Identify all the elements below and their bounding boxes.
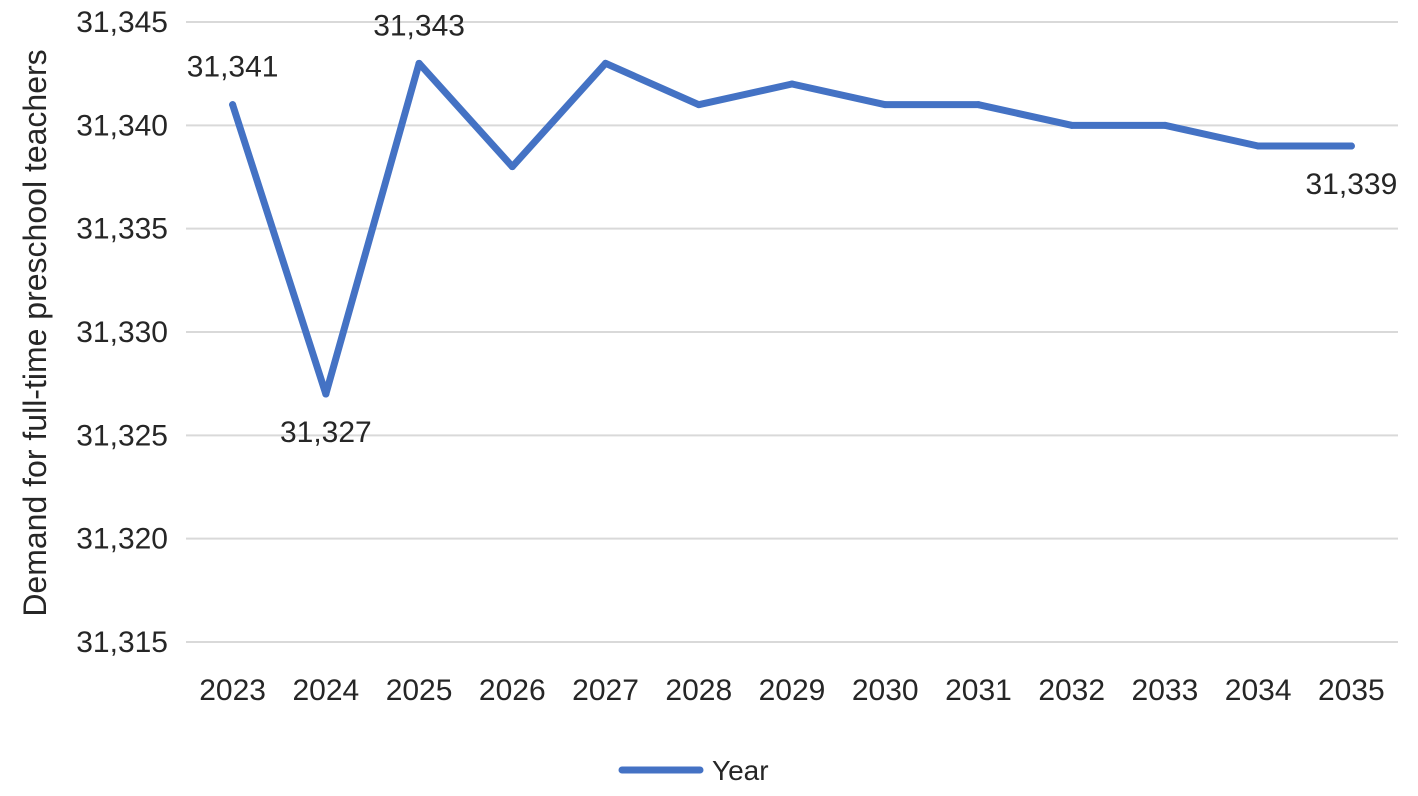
x-tick-label: 2024	[292, 674, 359, 707]
y-axis-tick-labels: 31,315 31,320 31,325 31,330 31,335 31,340 31,3…	[76, 6, 168, 659]
data-label: 31,343	[373, 9, 465, 42]
y-axis-title: Demand for full-time preschool teachers	[17, 49, 53, 616]
x-tick-label: 2031	[945, 674, 1012, 707]
series-lines	[229, 59, 1355, 398]
data-point	[1254, 142, 1262, 150]
data-point	[1068, 121, 1076, 129]
x-tick-label: 2030	[852, 674, 919, 707]
legend-label-year: Year	[712, 755, 769, 786]
data-point	[881, 101, 889, 109]
data-point	[788, 80, 796, 88]
x-tick-label: 2026	[479, 674, 546, 707]
data-label: 31,341	[187, 51, 279, 84]
x-tick-label: 2032	[1038, 674, 1105, 707]
data-point	[695, 101, 703, 109]
data-point	[415, 59, 423, 67]
y-tick-label: 31,320	[76, 523, 168, 556]
data-point	[602, 59, 610, 67]
data-point	[974, 101, 982, 109]
y-tick-label: 31,330	[76, 316, 168, 349]
data-point	[1347, 142, 1355, 150]
data-label: 31,339	[1306, 168, 1398, 201]
x-tick-label: 2028	[665, 674, 732, 707]
data-point	[322, 390, 330, 398]
data-point	[229, 101, 237, 109]
y-tick-label: 31,335	[76, 213, 168, 246]
y-tick-label: 31,315	[76, 626, 168, 659]
x-axis-tick-labels: 2023 2024 2025 2026 2027 2028 2029 2030 2031 2032…	[199, 674, 1385, 707]
x-tick-label: 2035	[1318, 674, 1385, 707]
x-tick-label: 2034	[1225, 674, 1292, 707]
y-tick-label: 31,325	[76, 419, 168, 452]
x-tick-label: 2033	[1132, 674, 1199, 707]
legend[interactable]: Year	[618, 755, 769, 786]
y-tick-label: 31,345	[76, 6, 168, 39]
x-tick-label: 2029	[759, 674, 826, 707]
data-point	[508, 163, 516, 171]
x-tick-label: 2027	[572, 674, 639, 707]
y-tick-label: 31,340	[76, 109, 168, 142]
x-tick-label: 2023	[199, 674, 266, 707]
x-tick-label: 2025	[386, 674, 453, 707]
data-label: 31,327	[280, 416, 372, 449]
data-point	[1161, 121, 1169, 129]
gridlines	[186, 21, 1398, 643]
data-labels: 31,341 31,327 31,343 31,339	[187, 9, 1398, 449]
